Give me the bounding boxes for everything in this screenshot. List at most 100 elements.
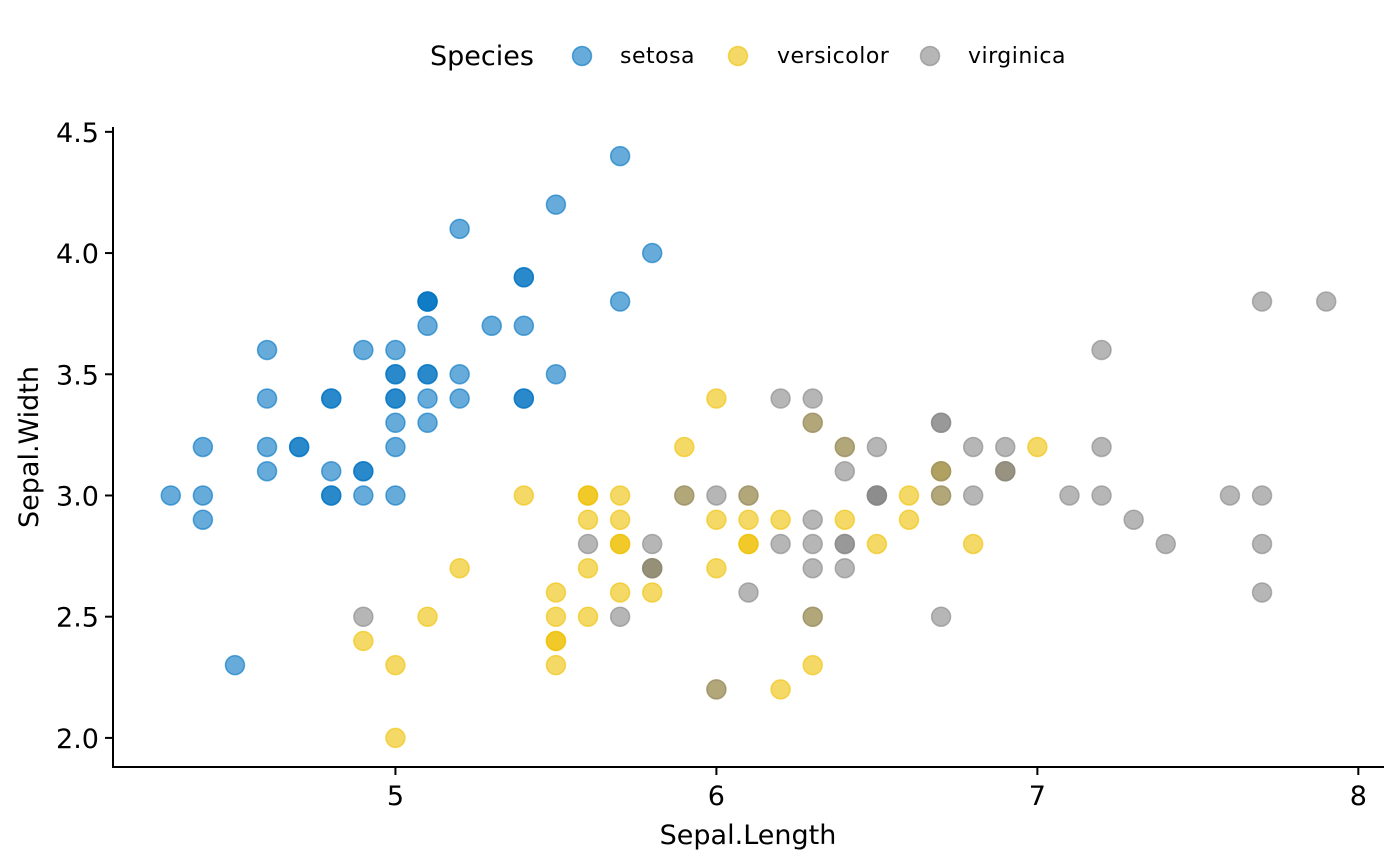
- point-setosa: [449, 364, 470, 385]
- point-virginica: [1091, 339, 1112, 361]
- point-setosa: [385, 388, 406, 409]
- point-setosa: [481, 315, 502, 337]
- point-virginica: [930, 485, 952, 506]
- point-virginica: [995, 436, 1016, 458]
- point-setosa: [609, 145, 631, 167]
- y-tick-label: 2.0: [56, 724, 99, 755]
- point-versicolor: [706, 388, 727, 409]
- point-versicolor: [545, 630, 567, 652]
- point-setosa: [385, 436, 406, 458]
- point-versicolor: [577, 606, 599, 627]
- point-virginica: [1059, 485, 1080, 506]
- point-setosa: [641, 242, 663, 264]
- point-versicolor: [641, 582, 663, 603]
- point-virginica: [802, 557, 823, 579]
- point-setosa: [192, 485, 214, 506]
- point-versicolor: [417, 606, 438, 627]
- legend-label-versicolor: versicolor: [777, 44, 890, 69]
- point-setosa: [321, 485, 342, 506]
- y-tick-label: 3.0: [56, 481, 99, 512]
- legend-key-versicolor: [727, 45, 749, 67]
- point-virginica: [1091, 485, 1112, 506]
- point-setosa: [417, 291, 438, 312]
- y-tick-label: 2.5: [56, 603, 99, 634]
- point-virginica: [706, 679, 727, 700]
- point-virginica: [609, 606, 631, 627]
- point-setosa: [321, 388, 342, 409]
- x-axis-title: Sepal.Length: [660, 820, 837, 851]
- point-setosa: [385, 412, 406, 434]
- point-versicolor: [1027, 436, 1048, 458]
- point-setosa: [545, 364, 567, 385]
- point-setosa: [385, 485, 406, 506]
- point-setosa: [224, 654, 246, 676]
- point-setosa: [192, 509, 214, 530]
- point-versicolor: [866, 533, 888, 555]
- point-setosa: [256, 436, 278, 458]
- point-versicolor: [706, 557, 727, 579]
- y-tick-label: 4.0: [56, 239, 99, 270]
- point-setosa: [513, 267, 535, 288]
- point-setosa: [256, 460, 278, 482]
- x-tick-label: 7: [1029, 781, 1046, 812]
- point-setosa: [417, 412, 438, 434]
- point-versicolor: [609, 509, 631, 530]
- point-virginica: [834, 460, 856, 482]
- point-virginica: [962, 436, 984, 458]
- point-setosa: [513, 388, 535, 409]
- x-tick-label: 5: [387, 781, 404, 812]
- legend-label-virginica: virginica: [968, 44, 1066, 69]
- point-setosa: [449, 218, 470, 240]
- point-setosa: [256, 388, 278, 409]
- point-virginica: [802, 509, 823, 530]
- point-virginica: [770, 533, 791, 555]
- point-virginica: [1251, 485, 1273, 506]
- point-versicolor: [385, 727, 406, 749]
- point-virginica: [834, 557, 856, 579]
- point-setosa: [353, 339, 374, 361]
- point-versicolor: [802, 654, 823, 676]
- axes: 2.0 2.5 3.0 3.5 4.0 4.5 5 6 7 8: [56, 118, 1384, 812]
- point-virginica: [353, 606, 374, 627]
- point-virginica: [577, 533, 599, 555]
- point-setosa: [353, 460, 374, 482]
- point-setosa: [545, 194, 567, 215]
- point-setosa: [321, 460, 342, 482]
- point-versicolor: [898, 509, 920, 530]
- point-versicolor: [385, 654, 406, 676]
- point-versicolor: [449, 557, 470, 579]
- point-versicolor: [706, 509, 727, 530]
- legend-key-setosa: [571, 45, 593, 67]
- point-versicolor: [898, 485, 920, 506]
- point-versicolor: [674, 436, 695, 458]
- point-virginica: [738, 582, 759, 603]
- point-virginica: [641, 557, 663, 579]
- point-setosa: [513, 315, 535, 337]
- point-virginica: [802, 606, 823, 627]
- x-tick-label: 6: [708, 781, 725, 812]
- point-versicolor: [770, 509, 791, 530]
- point-virginica: [930, 460, 952, 482]
- point-virginica: [1251, 291, 1273, 312]
- point-versicolor: [353, 630, 374, 652]
- legend-items: setosa versicolor virginica: [571, 44, 1066, 69]
- point-setosa: [417, 364, 438, 385]
- data-points: [160, 145, 1337, 749]
- point-virginica: [962, 485, 984, 506]
- point-virginica: [995, 460, 1016, 482]
- point-virginica: [1315, 291, 1337, 312]
- point-virginica: [738, 485, 759, 506]
- point-virginica: [802, 388, 823, 409]
- point-virginica: [1251, 582, 1273, 603]
- point-versicolor: [545, 582, 567, 603]
- x-ticks: 5 6 7 8: [387, 767, 1367, 812]
- y-ticks: 2.0 2.5 3.0 3.5 4.0 4.5: [56, 118, 113, 755]
- point-versicolor: [962, 533, 984, 555]
- point-virginica: [1219, 485, 1241, 506]
- point-versicolor: [545, 654, 567, 676]
- legend: Species setosa versicolor virginica: [430, 41, 1066, 72]
- point-setosa: [160, 485, 182, 506]
- point-virginica: [1155, 533, 1176, 555]
- point-setosa: [417, 388, 438, 409]
